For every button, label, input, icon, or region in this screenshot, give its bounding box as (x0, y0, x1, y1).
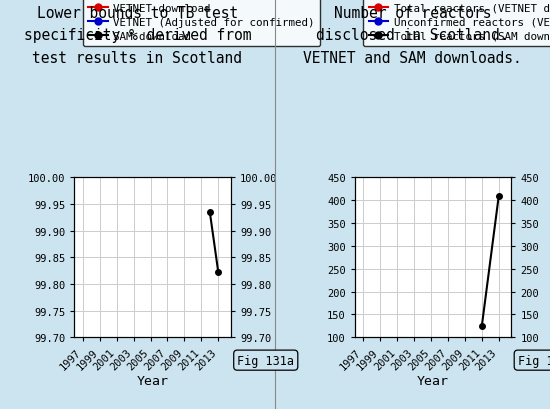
X-axis label: Year: Year (417, 374, 449, 387)
Text: Fig 131a: Fig 131a (237, 354, 294, 367)
Text: Fig 131b: Fig 131b (518, 354, 550, 367)
Legend: Total reactors (VETNET download), Unconfirmed reactors (VETNET), Total reactors : Total reactors (VETNET download), Unconf… (364, 0, 550, 47)
X-axis label: Year: Year (136, 374, 169, 387)
Legend: VETNET download, VETNET (Adjusted for confirmed), SAM download: VETNET download, VETNET (Adjusted for co… (83, 0, 320, 47)
Text: Number of reactors
disclosed in Scotland.
VETNET and SAM downloads.: Number of reactors disclosed in Scotland… (303, 6, 522, 65)
Text: Lower bounds to TB test
specificity % derived from
test results in Scotland: Lower bounds to TB test specificity % de… (24, 6, 251, 65)
